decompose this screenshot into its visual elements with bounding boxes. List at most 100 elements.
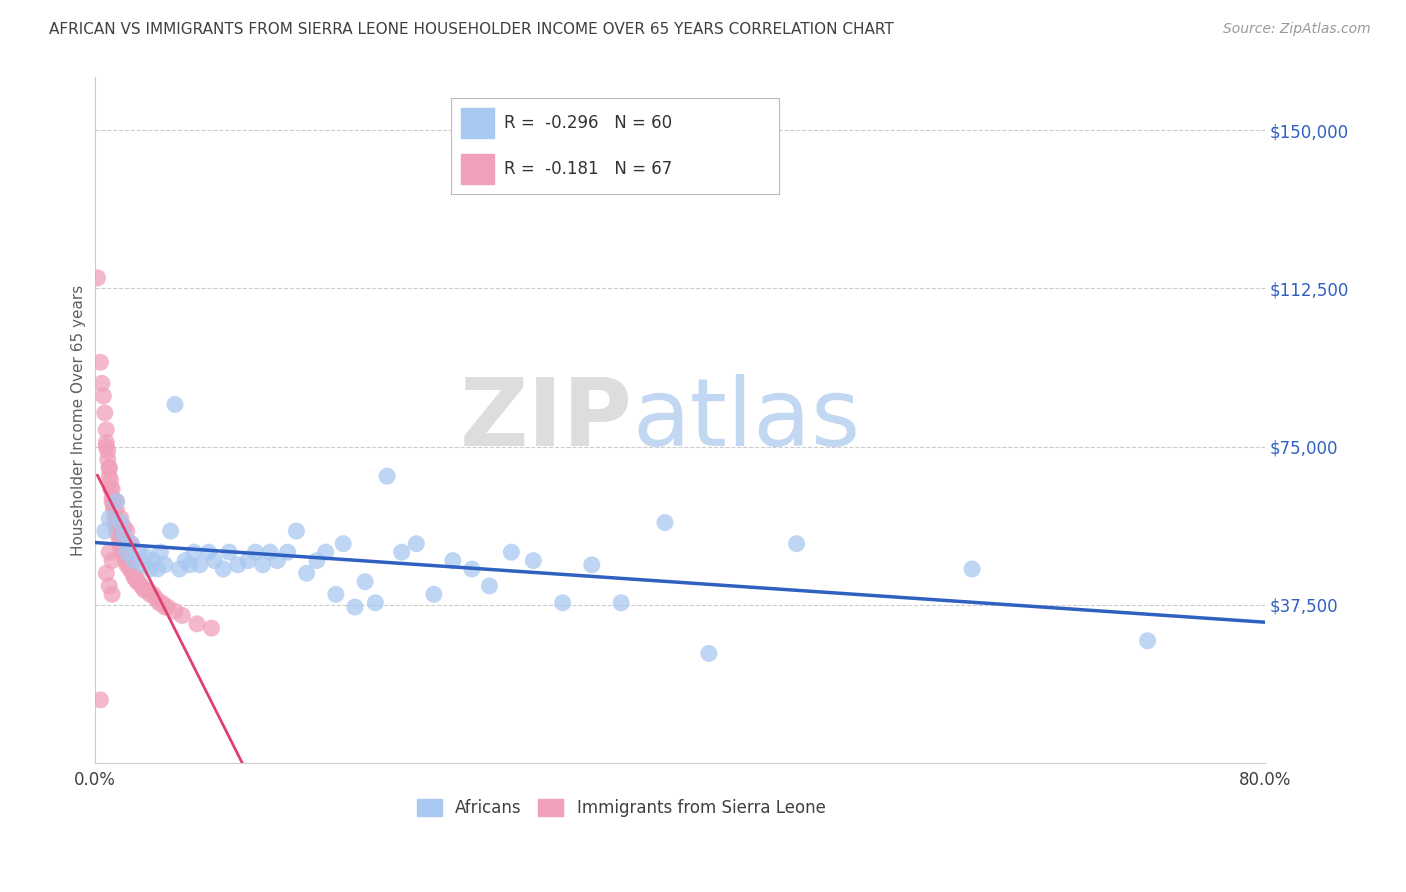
Point <box>90 376 112 391</box>
Point <box>478 579 501 593</box>
Point <box>156 599 179 614</box>
Point <box>104 516 127 530</box>
Point <box>179 558 201 572</box>
Point <box>104 511 127 525</box>
Point <box>96 423 118 437</box>
Point <box>110 541 132 555</box>
Point <box>110 524 132 538</box>
Point <box>375 469 398 483</box>
Point <box>118 562 141 576</box>
Point <box>136 583 159 598</box>
Point <box>131 579 153 593</box>
Point <box>114 553 136 567</box>
Legend: Africans, Immigrants from Sierra Leone: Africans, Immigrants from Sierra Leone <box>411 792 832 823</box>
Point <box>117 558 139 572</box>
Point <box>103 503 125 517</box>
Point <box>1136 633 1159 648</box>
Point <box>115 558 138 572</box>
Point <box>120 537 142 551</box>
Point <box>103 499 125 513</box>
Point <box>461 562 484 576</box>
Point <box>226 558 249 572</box>
Point <box>101 587 124 601</box>
Point <box>105 503 128 517</box>
Point <box>197 545 219 559</box>
Point <box>169 562 191 576</box>
Point <box>364 596 387 610</box>
Point <box>277 545 299 559</box>
Point <box>107 528 129 542</box>
Point <box>186 616 208 631</box>
Point <box>125 574 148 589</box>
Point <box>150 596 173 610</box>
Point <box>153 558 176 572</box>
Y-axis label: Householder Income Over 65 years: Householder Income Over 65 years <box>72 285 86 556</box>
Point <box>142 587 165 601</box>
Point <box>501 545 523 559</box>
Point <box>94 406 117 420</box>
Point <box>124 570 146 584</box>
Point <box>97 443 120 458</box>
Point <box>212 562 235 576</box>
Point <box>188 558 211 572</box>
Point <box>112 537 135 551</box>
Point <box>295 566 318 581</box>
Point <box>343 599 366 614</box>
Point <box>145 591 167 606</box>
Point <box>236 553 259 567</box>
Point <box>142 553 165 567</box>
Point <box>391 545 413 559</box>
Point <box>112 528 135 542</box>
Point <box>96 566 118 581</box>
Point <box>134 583 156 598</box>
Point <box>153 599 176 614</box>
Point <box>405 537 427 551</box>
Point <box>98 579 121 593</box>
Point <box>332 537 354 551</box>
Point <box>110 516 132 530</box>
Point <box>551 596 574 610</box>
Point <box>183 545 205 559</box>
Point <box>93 389 115 403</box>
Point <box>105 494 128 508</box>
Point <box>101 494 124 508</box>
Point <box>97 452 120 467</box>
Point <box>120 562 142 576</box>
Point <box>305 553 328 567</box>
Point <box>139 587 162 601</box>
Point <box>110 511 132 525</box>
Point <box>115 545 138 559</box>
Point <box>610 596 633 610</box>
Point <box>163 397 186 411</box>
Point <box>98 460 121 475</box>
Text: atlas: atlas <box>633 375 860 467</box>
Point <box>112 549 135 564</box>
Point <box>108 537 131 551</box>
Point <box>111 545 134 559</box>
Point <box>105 524 128 538</box>
Point <box>100 482 122 496</box>
Point <box>100 474 122 488</box>
Point <box>172 608 194 623</box>
Point <box>101 553 124 567</box>
Point <box>122 570 145 584</box>
Point <box>120 537 142 551</box>
Point <box>423 587 446 601</box>
Point <box>132 558 155 572</box>
Point <box>96 435 118 450</box>
Point <box>159 524 181 538</box>
Point <box>115 524 138 538</box>
Point <box>105 520 128 534</box>
Point <box>654 516 676 530</box>
Point <box>89 693 111 707</box>
Text: AFRICAN VS IMMIGRANTS FROM SIERRA LEONE HOUSEHOLDER INCOME OVER 65 YEARS CORRELA: AFRICAN VS IMMIGRANTS FROM SIERRA LEONE … <box>49 22 894 37</box>
Point <box>149 545 172 559</box>
Point <box>204 553 226 567</box>
Point <box>94 524 117 538</box>
Point <box>252 558 274 572</box>
Point <box>146 562 169 576</box>
Point <box>105 494 128 508</box>
Point <box>163 604 186 618</box>
Point <box>98 469 121 483</box>
Text: ZIP: ZIP <box>460 375 633 467</box>
